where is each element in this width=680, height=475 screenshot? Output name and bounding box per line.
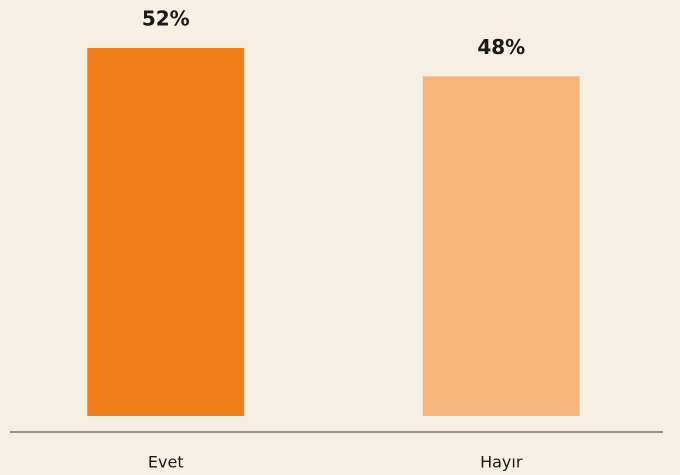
value-label: 48%: [477, 35, 525, 59]
x-tick-label: Hayır: [480, 453, 523, 472]
bar: [422, 76, 580, 417]
value-label: 52%: [142, 7, 190, 31]
bar: [87, 48, 245, 416]
x-tick-label: Evet: [148, 453, 184, 472]
